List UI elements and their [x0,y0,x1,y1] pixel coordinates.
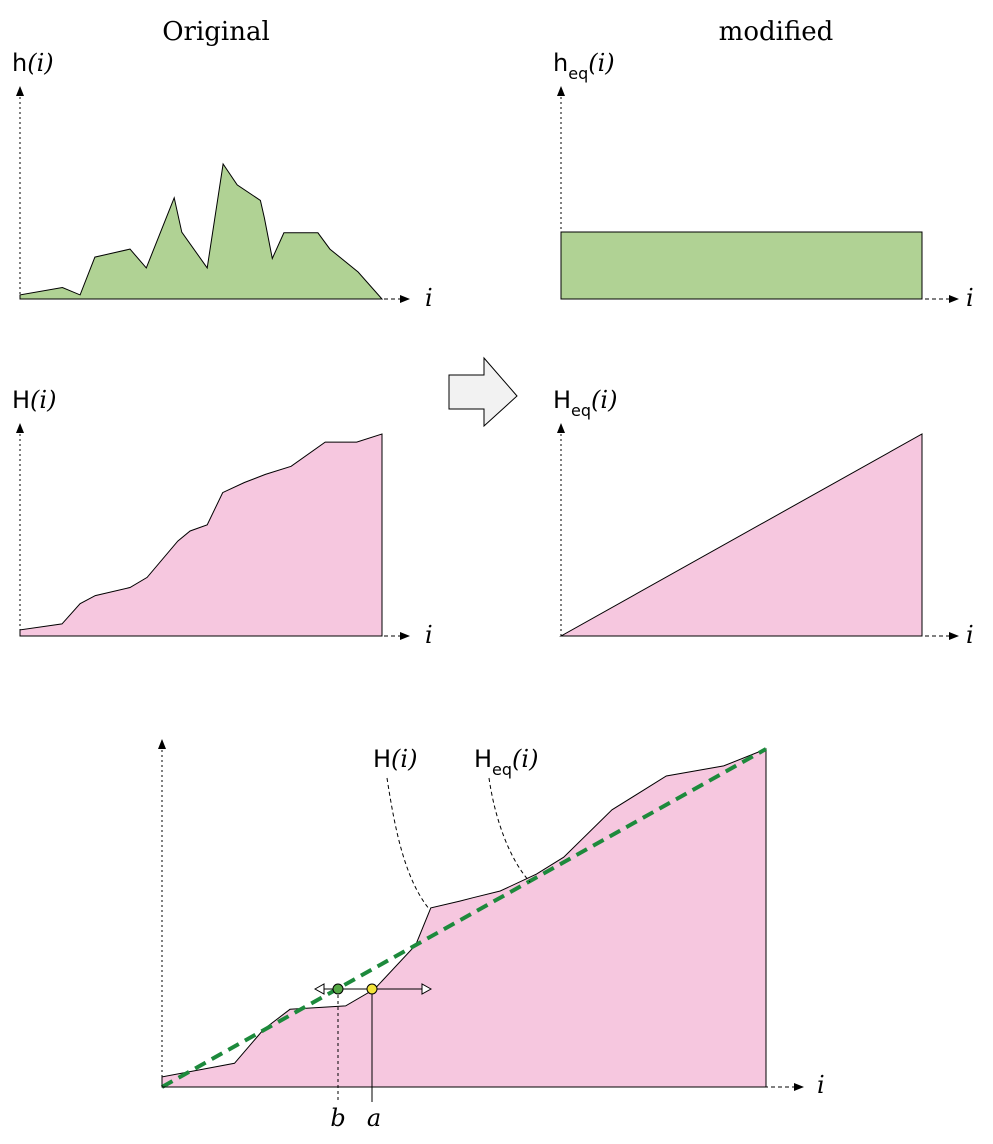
title-modified: modified [719,17,834,47]
panel-h-equalized-ylabel: heq(i) [553,49,615,83]
ylabel-h-letter: h [12,49,27,77]
ylabel-Heq-arg: (i) [591,386,617,414]
callout-Heq-arg: (i) [512,745,538,773]
title-original: Original [162,17,270,47]
ylabel-H-arg: (i) [30,386,56,414]
ylabel-H-letter: H [12,386,30,414]
panel-comparison-reference-line [161,747,767,1089]
panel-cumulative-equalized: Heq(i) i [553,386,974,649]
panel-h-original: h(i) i [12,49,433,312]
point-a [366,983,378,995]
callout-Heq-label: Heq(i) [474,745,538,779]
callout-Heq-leader [488,777,531,883]
callout-H-label: H(i) [373,745,417,773]
panel-cumulative-equalized-xlabel: i [966,621,974,649]
panel-h-original-ylabel: h(i) [12,49,54,77]
point-b [332,983,344,995]
panel-cumulative-equalized-area [559,433,923,637]
label-a: a [367,1104,381,1132]
panel-h-equalized-area [560,231,923,300]
ylabel-Heq-sub: eq [571,401,591,420]
panel-cumulative-original: H(i) i [12,386,433,649]
panel-h-equalized-xlabel: i [966,284,974,312]
panel-cumulative-equalized-ylabel: Heq(i) [553,386,617,420]
ylabel-h-arg: (i) [27,49,53,77]
transform-arrow-icon [448,356,518,428]
ylabel-heq-arg: (i) [588,49,614,77]
ylabel-heq-sub: eq [568,64,588,83]
label-b: b [330,1104,345,1132]
panel-cumulative-original-area [19,433,383,637]
mapping-left-arrowhead-icon [313,983,325,995]
panel-h-original-xlabel: i [425,284,433,312]
ylabel-Heq-letter: H [553,386,571,414]
mapping-right-arrowhead-icon [421,983,433,995]
panel-cumulative-original-ylabel: H(i) [12,386,56,414]
panel-h-equalized: heq(i) i [553,49,974,312]
panel-cumulative-original-xlabel: i [425,621,433,649]
panel-h-original-area [19,162,384,300]
callout-H-arg: (i) [391,745,417,773]
panel-comparison-xlabel: i [817,1071,825,1099]
panel-comparison: i H(i) Heq(i) b a [158,739,825,1132]
callout-Heq-letter: H [474,745,492,773]
callout-H-letter: H [373,745,391,773]
callout-Heq-sub: eq [492,760,512,779]
ylabel-heq-letter: h [553,49,568,77]
callout-H-leader [386,777,431,911]
